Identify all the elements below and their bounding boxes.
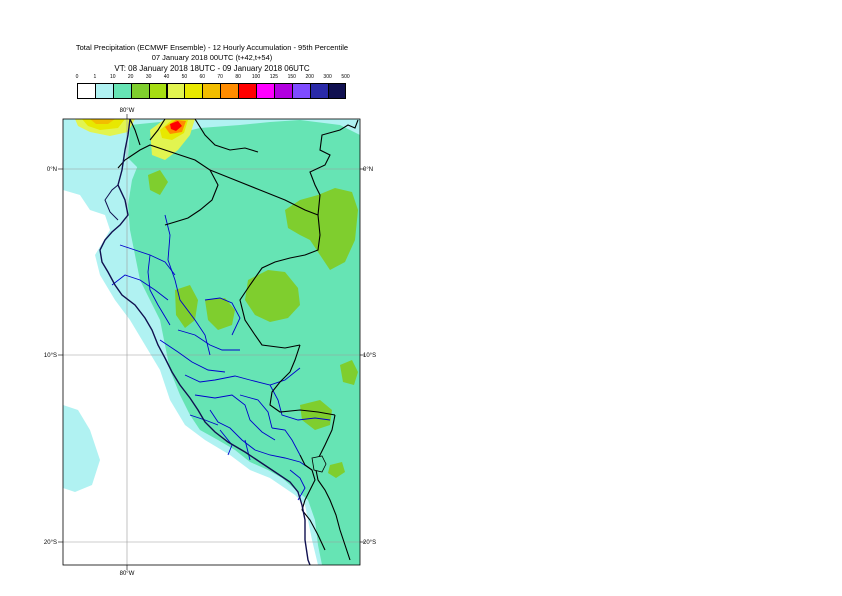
regional-boundaries	[111, 214, 331, 501]
graticule	[63, 119, 360, 565]
lat-label-20s-left: 20°S	[44, 540, 57, 546]
gulf-coastline	[104, 184, 119, 221]
frame-ticks	[58, 114, 365, 570]
lat-label-20s-right: 20°S	[363, 540, 376, 546]
map-frame-content	[63, 119, 360, 565]
legend-threshold-label: 125	[269, 74, 279, 80]
precip-heavy-northeast-red	[170, 121, 182, 131]
precipitation-color-legend: 0 1 10 20 30 40 50 60 70 80 100 125 150 200 300 500	[75, 74, 355, 104]
precip-patch-20-30-south	[300, 400, 332, 430]
national-borders	[117, 119, 359, 561]
lat-label-0-left: 0°N	[47, 167, 57, 173]
lon-label-bottom: 80°W	[120, 571, 135, 577]
legend-threshold-label: 20	[127, 74, 134, 80]
precip-patch-20-30-mid	[205, 298, 235, 330]
precip-patch-20-30-lake	[328, 462, 345, 478]
legend-threshold-label: 500	[341, 74, 350, 80]
precip-patch-20-30-west	[175, 285, 198, 328]
precip-patch-20-30-east	[340, 360, 358, 385]
precip-patch-20-30-small	[148, 170, 168, 195]
precip-heavy-north-yellow	[82, 119, 125, 130]
legend-threshold-label: 50	[181, 74, 188, 80]
map-frame	[62, 118, 361, 566]
legend-threshold-label: 30	[145, 74, 152, 80]
legend-threshold-label: 0	[75, 74, 79, 80]
legend-threshold-label: 10	[110, 74, 116, 80]
lat-label-10s-left: 10°S	[44, 353, 57, 359]
pacific-coastline	[99, 119, 311, 565]
precip-area-light-ocean-west	[63, 405, 100, 492]
legend-threshold-label: 300	[323, 74, 332, 80]
legend-threshold-label: 200	[305, 74, 314, 80]
legend-threshold-label: 1	[93, 74, 97, 80]
legend-threshold-label: 60	[199, 74, 206, 80]
legend-threshold-label: 80	[235, 74, 241, 80]
legend-threshold-label: 40	[163, 74, 170, 80]
legend-threshold-label: 150	[287, 74, 296, 80]
precip-area-light-ocean-northwest	[63, 119, 118, 185]
legend-color-box	[327, 83, 347, 99]
lat-label-10s-right: 10°S	[363, 353, 376, 359]
precip-heavy-north-orange	[90, 119, 115, 124]
valid-time-subtitle: VT: 08 January 2018 18UTC - 09 January 2…	[114, 64, 310, 73]
legend-threshold-label: 70	[217, 74, 223, 80]
lat-label-0-right: 0°N	[363, 167, 373, 173]
precip-patch-20-30-central	[245, 270, 300, 322]
precip-patch-20-30-north	[285, 188, 358, 270]
lon-label-top: 80°W	[120, 108, 135, 114]
lake-titicaca	[311, 455, 327, 473]
run-date-subtitle: 07 January 2018 00UTC (t+42,t+54)	[151, 53, 273, 62]
legend-threshold-label: 100	[251, 74, 261, 80]
map-title: Total Precipitation (ECMWF Ensemble) - 1…	[75, 43, 349, 52]
